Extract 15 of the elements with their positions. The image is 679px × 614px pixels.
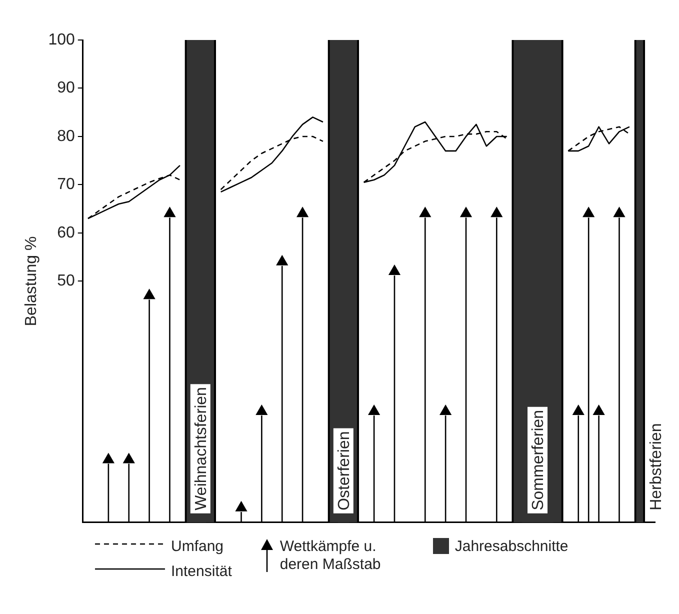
legend-label: Jahresabschnitte bbox=[454, 538, 568, 556]
legend-label: Intensität bbox=[171, 563, 232, 580]
annotation: Weihnachtsferien bbox=[192, 387, 210, 510]
y-tick-label: 70 bbox=[57, 176, 75, 194]
y-tick-label: 50 bbox=[57, 272, 75, 290]
legend-label: Wettkämpfe u. deren Maßstab bbox=[280, 538, 382, 574]
y-tick-label: 80 bbox=[57, 128, 75, 145]
y-tick-label: 90 bbox=[57, 80, 75, 97]
y-tick-label: 60 bbox=[57, 224, 75, 242]
legend-label: Umfang bbox=[171, 538, 224, 555]
annotation: Herbstferien bbox=[648, 423, 666, 510]
y-axis-title: Belastung % bbox=[23, 236, 40, 326]
annotation: Osterferien bbox=[336, 431, 353, 510]
y-tick-label: 100 bbox=[48, 31, 75, 48]
annotation: Sommerferien bbox=[530, 410, 547, 510]
